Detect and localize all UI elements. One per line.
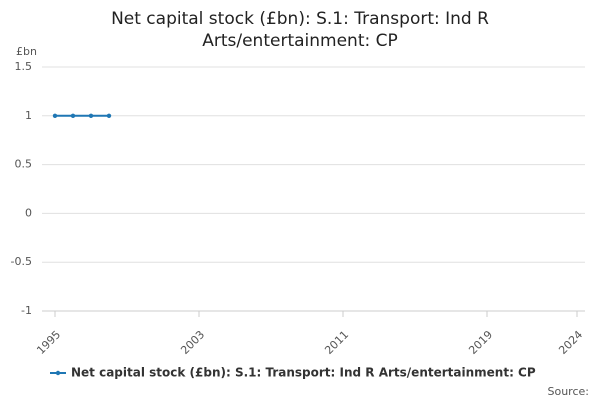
data-point [70,113,76,119]
y-tick-label: -1 [21,304,32,317]
x-tick-label: 2019 [466,328,495,357]
chart-title: Net capital stock (£bn): S.1: Transport:… [111,9,489,51]
y-tick-label: 1.5 [15,60,33,73]
y-tick-label: 0 [25,206,32,219]
y-tick-label: 1 [25,109,32,122]
legend-marker [55,370,61,376]
y-tick-label: 0.5 [15,158,33,171]
data-point [106,113,112,119]
legend-label: Net capital stock (£bn): S.1: Transport:… [71,366,536,380]
x-tick-label: 2011 [322,328,351,357]
y-tick-label: -0.5 [11,255,32,268]
data-point [52,113,58,119]
x-tick-label: 2003 [178,328,207,357]
y-axis-label: £bn [16,45,37,58]
x-tick-label: 1995 [34,328,63,357]
source: Source: [548,385,590,398]
data-point [88,113,94,119]
x-tick-label: 2024 [556,328,585,357]
